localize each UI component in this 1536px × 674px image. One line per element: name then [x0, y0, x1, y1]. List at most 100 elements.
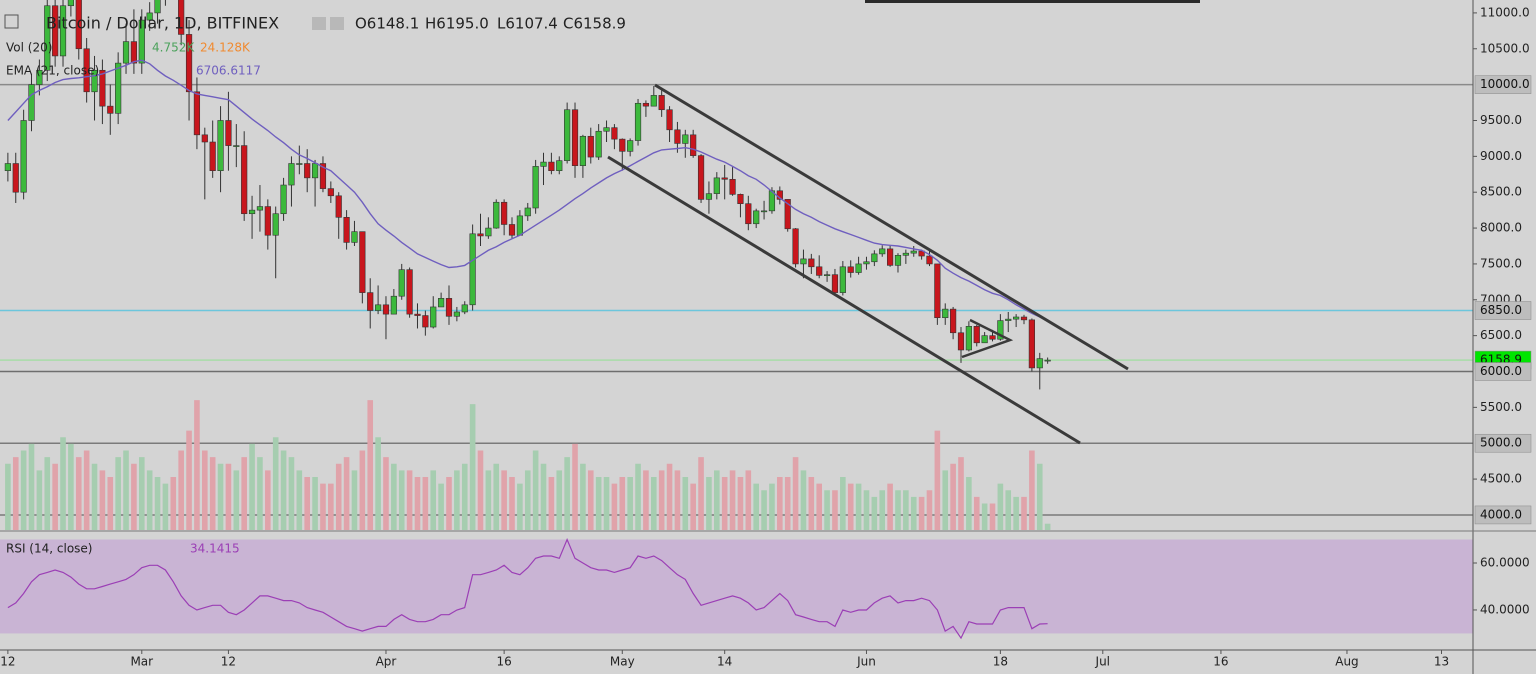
volume-bar: [107, 477, 114, 530]
candle-body: [91, 69, 98, 93]
candle-body: [264, 206, 271, 236]
volume-bar: [517, 483, 523, 530]
volume-bar: [233, 470, 240, 530]
candle-body: [461, 304, 468, 313]
volume-bar: [52, 463, 58, 530]
candle-body: [185, 34, 193, 93]
candle-body: [217, 120, 224, 171]
ema-last: 6706.6117: [196, 64, 261, 78]
ohlc-close: C6158.9: [563, 15, 626, 33]
y-tick-label: 4500.0: [1480, 472, 1522, 486]
volume-bar: [619, 477, 626, 530]
candle-body: [839, 266, 846, 293]
candle-body: [233, 145, 240, 147]
drawings: [607, 83, 1129, 445]
candle-body: [485, 227, 492, 237]
candle-body: [784, 199, 791, 230]
candle-body: [753, 210, 760, 225]
candle-body: [950, 308, 957, 334]
candle-body: [571, 109, 579, 166]
candle-body: [658, 95, 665, 111]
candle-body: [335, 195, 342, 218]
volume-bar: [68, 443, 74, 530]
volume-bar: [737, 477, 744, 530]
volume-bar: [477, 450, 484, 530]
candle-body: [682, 134, 689, 144]
rsi-name: RSI (14, close): [6, 542, 92, 556]
candle-body: [737, 194, 744, 204]
y-tick-label: 9000.0: [1480, 149, 1522, 163]
x-tick-label: Apr: [376, 655, 397, 669]
candle-body: [374, 304, 382, 311]
candle-body: [634, 102, 642, 141]
candle-body: [902, 252, 909, 256]
volume-bar: [658, 470, 665, 530]
candle-body: [532, 166, 539, 209]
volume-name: Vol (20): [6, 41, 52, 55]
volume-bar: [792, 457, 799, 530]
volume-bar: [383, 457, 389, 530]
volume-bar: [611, 483, 618, 530]
ohlc-open: O6148.1: [355, 15, 419, 33]
candle-body: [611, 127, 618, 140]
candle-body: [327, 188, 334, 197]
volume-bar: [446, 477, 452, 530]
volume-bar: [1029, 450, 1035, 530]
volume-bar: [840, 477, 846, 530]
x-tick-label: 12: [221, 655, 236, 669]
volume-bar: [879, 490, 886, 530]
volume-bar: [422, 477, 429, 530]
candle-body: [1036, 358, 1043, 369]
icon[interactable]: [330, 17, 344, 30]
volume-bar: [351, 470, 358, 530]
rsi-tick-label: 40.0000: [1480, 602, 1530, 616]
volume-bar: [44, 457, 51, 530]
icon[interactable]: [312, 17, 326, 30]
ohlc-high: H6195.0: [425, 15, 489, 33]
volume-bar: [532, 450, 539, 530]
candle-body: [319, 163, 327, 189]
volume-bar: [966, 477, 972, 530]
volume-bar: [958, 457, 964, 530]
collapse-icon[interactable]: [4, 14, 19, 29]
volume-bar: [312, 477, 318, 530]
volume-bar: [855, 483, 862, 530]
volume-bar: [265, 470, 271, 530]
candle-body: [414, 313, 421, 316]
candle-body: [627, 140, 634, 152]
volume-bar: [280, 450, 287, 530]
volume-bar: [863, 490, 870, 530]
candle-body: [934, 263, 941, 319]
candle-body: [288, 163, 295, 186]
price-label: 5000.0: [1480, 436, 1522, 450]
candle-body: [713, 177, 720, 194]
y-tick-label: 8500.0: [1480, 185, 1522, 199]
candle-body: [343, 217, 350, 243]
volume-bar: [981, 503, 988, 530]
volume-bar: [28, 443, 35, 530]
volume-bar: [343, 457, 350, 530]
volume-bar: [406, 470, 413, 530]
candle-body: [603, 127, 610, 132]
volume-bar: [438, 483, 444, 530]
candle-body: [1013, 316, 1020, 320]
candle-body: [721, 177, 728, 180]
candle-body: [879, 248, 886, 255]
volume-bar: [800, 470, 807, 530]
rsi-last: 34.1415: [190, 542, 240, 556]
volume-bar: [162, 483, 169, 530]
candle-body: [965, 326, 972, 351]
rsi-tick-label: 60.0000: [1480, 555, 1530, 569]
volume-bar: [926, 490, 933, 530]
volume-bar: [99, 470, 106, 530]
candle-body: [642, 102, 650, 107]
volume-bar: [587, 470, 594, 530]
candle-body: [154, 0, 161, 14]
candle-body: [887, 248, 894, 266]
volume-bar: [580, 463, 586, 530]
candle-body: [422, 315, 429, 328]
volume-bar: [650, 477, 657, 530]
candle-body: [973, 326, 980, 344]
volume-bar: [1005, 490, 1012, 530]
volume-bar: [36, 470, 43, 530]
